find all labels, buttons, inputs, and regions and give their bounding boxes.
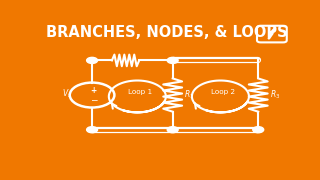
Circle shape (167, 57, 178, 64)
Circle shape (167, 127, 178, 133)
Text: $R_3$: $R_3$ (270, 89, 280, 101)
Text: Loop 1: Loop 1 (128, 89, 152, 95)
Circle shape (87, 127, 98, 133)
Text: Loop 2: Loop 2 (211, 89, 235, 95)
Text: −: − (90, 95, 97, 104)
Circle shape (253, 127, 264, 133)
Circle shape (87, 57, 98, 64)
Text: $V_s$: $V_s$ (62, 87, 72, 100)
Text: +: + (90, 86, 96, 95)
Text: $R_1$: $R_1$ (184, 89, 194, 101)
Text: BRANCHES, NODES, & LOOPS: BRANCHES, NODES, & LOOPS (46, 25, 288, 40)
